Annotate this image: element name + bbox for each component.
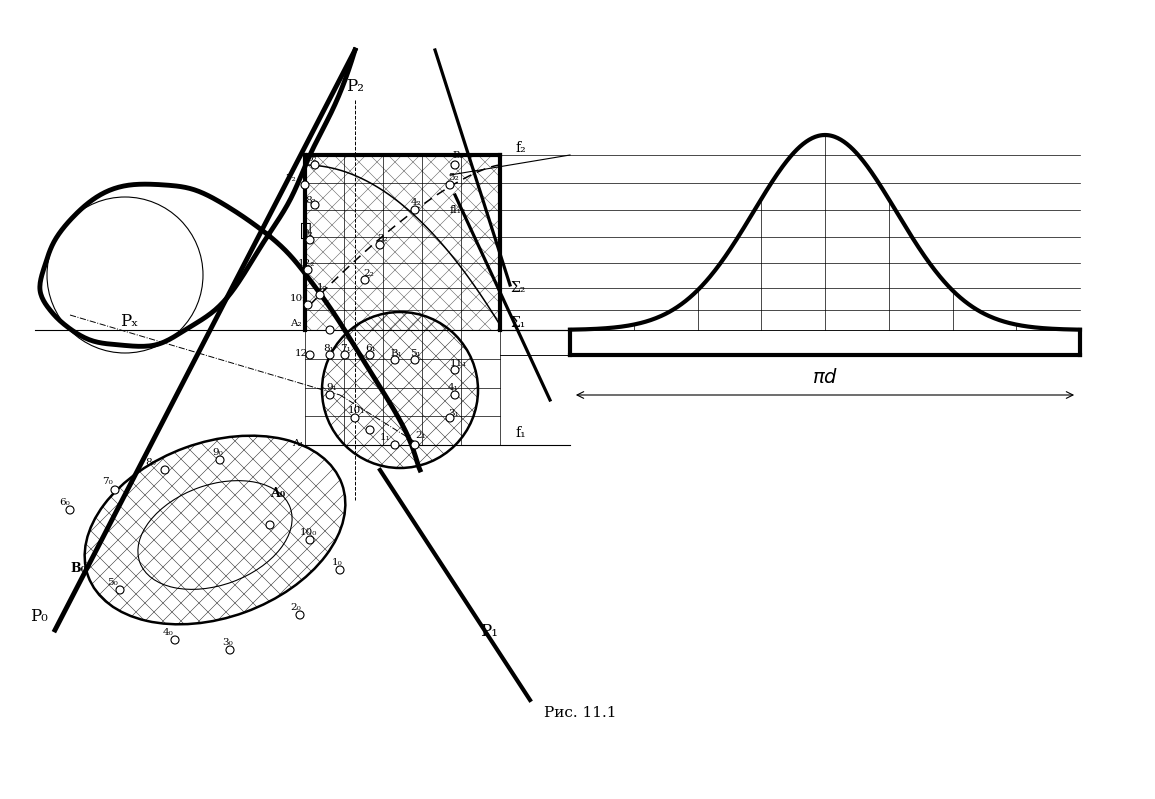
Text: 5₁: 5₁ <box>410 349 420 358</box>
Text: 10₀: 10₀ <box>300 528 318 537</box>
Text: 7₁: 7₁ <box>340 344 351 353</box>
Text: 12₁: 12₁ <box>295 349 312 358</box>
Text: 3₀: 3₀ <box>222 638 233 647</box>
Text: 10₂: 10₂ <box>290 294 307 303</box>
Text: fl₁₂: fl₁₂ <box>450 205 467 215</box>
Text: 9₂: 9₂ <box>301 229 313 238</box>
Circle shape <box>66 506 74 514</box>
Text: 3₂: 3₂ <box>377 234 388 243</box>
Text: 6₂: 6₂ <box>306 154 316 163</box>
Circle shape <box>341 351 349 359</box>
Text: 5₂: 5₂ <box>448 173 459 182</box>
Circle shape <box>306 236 314 244</box>
Circle shape <box>161 466 169 474</box>
Circle shape <box>296 611 304 619</box>
Text: 11₁: 11₁ <box>450 359 468 368</box>
Circle shape <box>366 426 374 434</box>
Circle shape <box>316 291 325 299</box>
Circle shape <box>266 521 274 529</box>
Text: P₀: P₀ <box>30 608 47 625</box>
Text: 8₁: 8₁ <box>323 344 334 353</box>
Text: 9₀: 9₀ <box>213 448 223 457</box>
Text: Pₓ: Pₓ <box>120 313 139 330</box>
Circle shape <box>226 646 234 654</box>
Circle shape <box>171 636 179 644</box>
Text: P₁: P₁ <box>480 623 498 640</box>
Circle shape <box>336 566 344 574</box>
Text: B₁: B₁ <box>390 349 402 358</box>
Text: 6₁: 6₁ <box>365 344 375 353</box>
Circle shape <box>411 441 419 449</box>
Circle shape <box>111 486 119 494</box>
Circle shape <box>304 301 312 309</box>
Text: 4₀: 4₀ <box>163 628 173 637</box>
Circle shape <box>306 536 314 544</box>
Circle shape <box>301 181 310 189</box>
Text: f₁: f₁ <box>515 426 526 440</box>
Circle shape <box>411 356 419 364</box>
Text: Σ₂: Σ₂ <box>511 281 526 295</box>
Text: B₂: B₂ <box>452 151 464 160</box>
Text: 1₂: 1₂ <box>316 283 328 292</box>
Text: 8₂: 8₂ <box>305 196 315 205</box>
Text: 7₂: 7₂ <box>285 174 296 183</box>
Text: Рис. 11.1: Рис. 11.1 <box>544 706 617 720</box>
Circle shape <box>446 414 454 422</box>
Text: 12₂: 12₂ <box>298 259 315 268</box>
Circle shape <box>392 356 398 364</box>
Circle shape <box>377 241 383 249</box>
Circle shape <box>116 586 124 594</box>
Text: A₀: A₀ <box>270 487 285 500</box>
Circle shape <box>311 161 319 169</box>
Text: 4₁: 4₁ <box>448 383 459 392</box>
Circle shape <box>411 206 419 214</box>
Circle shape <box>326 326 334 334</box>
Circle shape <box>326 351 334 359</box>
Text: 7₀: 7₀ <box>102 477 113 486</box>
Text: Σ₁: Σ₁ <box>511 316 526 330</box>
Text: f₂: f₂ <box>515 141 526 155</box>
Text: 4₂: 4₂ <box>411 198 422 207</box>
Text: 9₁: 9₁ <box>326 383 337 392</box>
Text: 2₂: 2₂ <box>363 269 374 278</box>
Text: A₁: A₁ <box>292 439 304 448</box>
Circle shape <box>311 201 319 209</box>
Text: 2₁: 2₁ <box>415 431 426 440</box>
Circle shape <box>351 414 359 422</box>
Circle shape <box>366 351 374 359</box>
Text: 2₀: 2₀ <box>290 603 300 612</box>
Circle shape <box>304 266 312 274</box>
Text: P₂: P₂ <box>346 78 364 95</box>
Circle shape <box>306 351 314 359</box>
Text: 3₁: 3₁ <box>448 409 459 418</box>
Text: B₀: B₀ <box>70 562 87 575</box>
Circle shape <box>216 456 224 464</box>
Text: ℓ: ℓ <box>300 222 312 240</box>
Text: $\pi d$: $\pi d$ <box>812 368 839 387</box>
Circle shape <box>446 181 454 189</box>
Circle shape <box>450 391 459 399</box>
Bar <box>305 155 500 330</box>
Text: 6₀: 6₀ <box>59 498 69 507</box>
Circle shape <box>326 391 334 399</box>
Circle shape <box>450 161 459 169</box>
Text: 10₁: 10₁ <box>348 406 365 415</box>
Circle shape <box>450 366 459 374</box>
Text: 1₀: 1₀ <box>331 558 343 567</box>
Text: 5₀: 5₀ <box>107 578 118 587</box>
Circle shape <box>362 276 368 284</box>
Text: 1₁: 1₁ <box>380 433 390 442</box>
Circle shape <box>392 441 398 449</box>
Text: 8₀: 8₀ <box>146 458 156 467</box>
Text: A₂: A₂ <box>290 319 301 328</box>
